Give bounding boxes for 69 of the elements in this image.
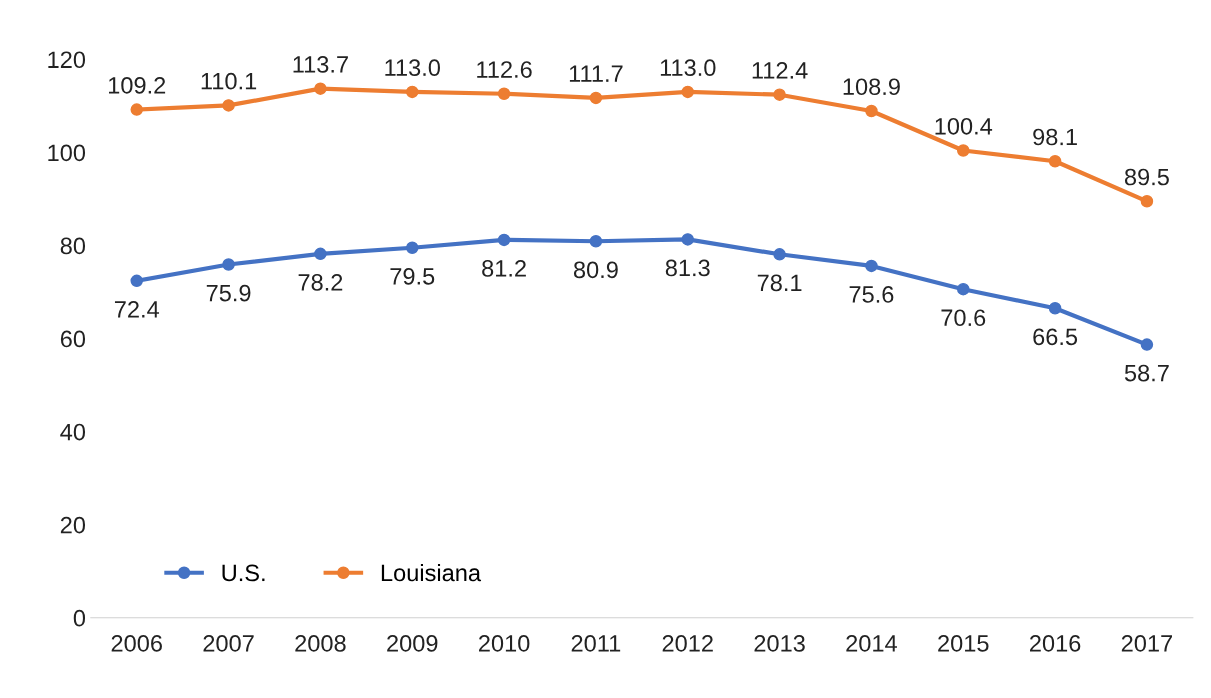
point — [773, 88, 786, 101]
point — [589, 235, 603, 248]
x-tick-label: 2009 — [387, 635, 438, 652]
data-label: 78.2 — [298, 274, 343, 291]
y-tick-label: 0 — [73, 609, 86, 627]
x-tick-label: 2017 — [1121, 635, 1172, 652]
point — [956, 282, 970, 296]
point — [681, 85, 694, 99]
point — [405, 241, 419, 255]
y-tick-label: 40 — [60, 423, 86, 441]
point — [497, 233, 511, 247]
y-tick-label: 20 — [60, 516, 86, 534]
data-label: 81.2 — [482, 260, 526, 277]
x-tick-label: 2016 — [1030, 635, 1081, 652]
data-label: 111.7 — [569, 65, 623, 82]
data-label: 112.6 — [477, 61, 532, 78]
x-tick-label: 2011 — [571, 635, 621, 652]
data-label: 80.9 — [573, 261, 618, 279]
point — [773, 248, 786, 261]
point — [130, 103, 143, 116]
data-label: 113.0 — [660, 59, 716, 77]
point — [130, 274, 143, 288]
legend-label: Louisiana — [381, 563, 482, 582]
point — [314, 247, 327, 261]
data-label: 58.7 — [1124, 364, 1169, 382]
data-label: 79.5 — [390, 267, 435, 285]
data-label: 109.2 — [109, 76, 166, 94]
data-label: 72.4 — [114, 301, 160, 318]
y-tick-label: 100 — [48, 144, 86, 162]
data-label: 113.7 — [293, 56, 348, 73]
point — [1140, 338, 1154, 351]
point — [681, 233, 694, 246]
point — [222, 99, 235, 112]
point — [314, 82, 327, 95]
x-tick-label: 2013 — [754, 635, 805, 652]
data-label: 113.0 — [385, 59, 440, 77]
point — [589, 91, 603, 105]
point — [1048, 302, 1062, 315]
x-tick-label: 2007 — [203, 635, 254, 652]
data-label: 75.6 — [849, 286, 894, 303]
data-label: 108.9 — [843, 78, 900, 96]
data-label: 70.6 — [941, 309, 986, 327]
data-label: 110.1 — [201, 72, 257, 90]
point — [1048, 154, 1062, 168]
data-label: 100.4 — [935, 117, 993, 135]
data-label: 112.4 — [752, 62, 808, 79]
point — [497, 87, 511, 101]
data-label: 78.1 — [757, 274, 802, 292]
x-tick-label: 2006 — [111, 635, 162, 652]
point — [865, 259, 878, 273]
x-tick-label: 2008 — [295, 635, 346, 652]
point — [1140, 195, 1154, 208]
x-tick-label: 2015 — [938, 635, 989, 652]
data-label: 89.5 — [1124, 168, 1169, 186]
point — [222, 258, 235, 271]
data-label: 81.3 — [665, 259, 710, 277]
x-tick-label: 2010 — [479, 635, 530, 652]
legend-label: U.S. — [222, 564, 265, 582]
point — [956, 144, 970, 157]
point — [865, 104, 878, 118]
x-tick-label: 2014 — [846, 635, 897, 652]
y-tick-label: 120 — [48, 51, 86, 69]
x-tick-label: 2012 — [662, 635, 713, 652]
y-tick-label: 60 — [60, 330, 86, 348]
data-label: 98.1 — [1033, 128, 1077, 146]
y-tick-label: 80 — [60, 237, 86, 255]
data-label: 75.9 — [206, 284, 251, 302]
point — [405, 85, 419, 99]
data-label: 66.5 — [1033, 328, 1078, 346]
